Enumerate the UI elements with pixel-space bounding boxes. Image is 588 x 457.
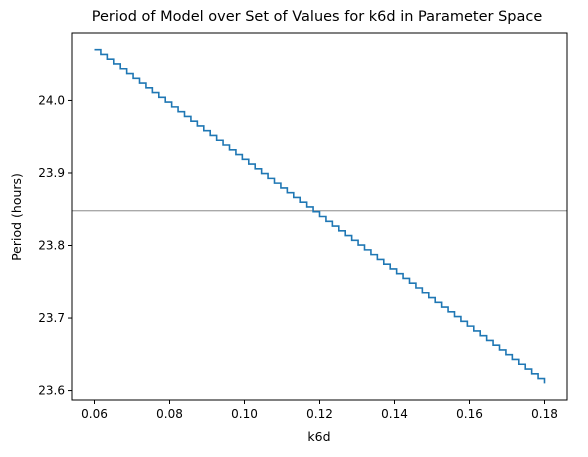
x-axis-label: k6d	[307, 429, 330, 444]
y-axis-label: Period (hours)	[9, 173, 24, 261]
y-tick-label: 23.6	[38, 384, 65, 398]
x-tick-label: 0.06	[81, 407, 108, 421]
y-tick-label: 24.0	[38, 93, 65, 107]
x-tick-label: 0.10	[231, 407, 258, 421]
plot-area	[72, 33, 567, 400]
chart-title: Period of Model over Set of Values for k…	[92, 9, 543, 25]
x-tick-label: 0.16	[456, 407, 483, 421]
y-tick-label: 23.7	[38, 311, 65, 325]
x-tick-label: 0.08	[156, 407, 183, 421]
y-tick-label: 23.9	[38, 166, 65, 180]
x-tick-label: 0.14	[381, 407, 408, 421]
y-tick-label: 23.8	[38, 239, 65, 253]
x-tick-label: 0.18	[531, 407, 558, 421]
x-tick-label: 0.12	[306, 407, 333, 421]
